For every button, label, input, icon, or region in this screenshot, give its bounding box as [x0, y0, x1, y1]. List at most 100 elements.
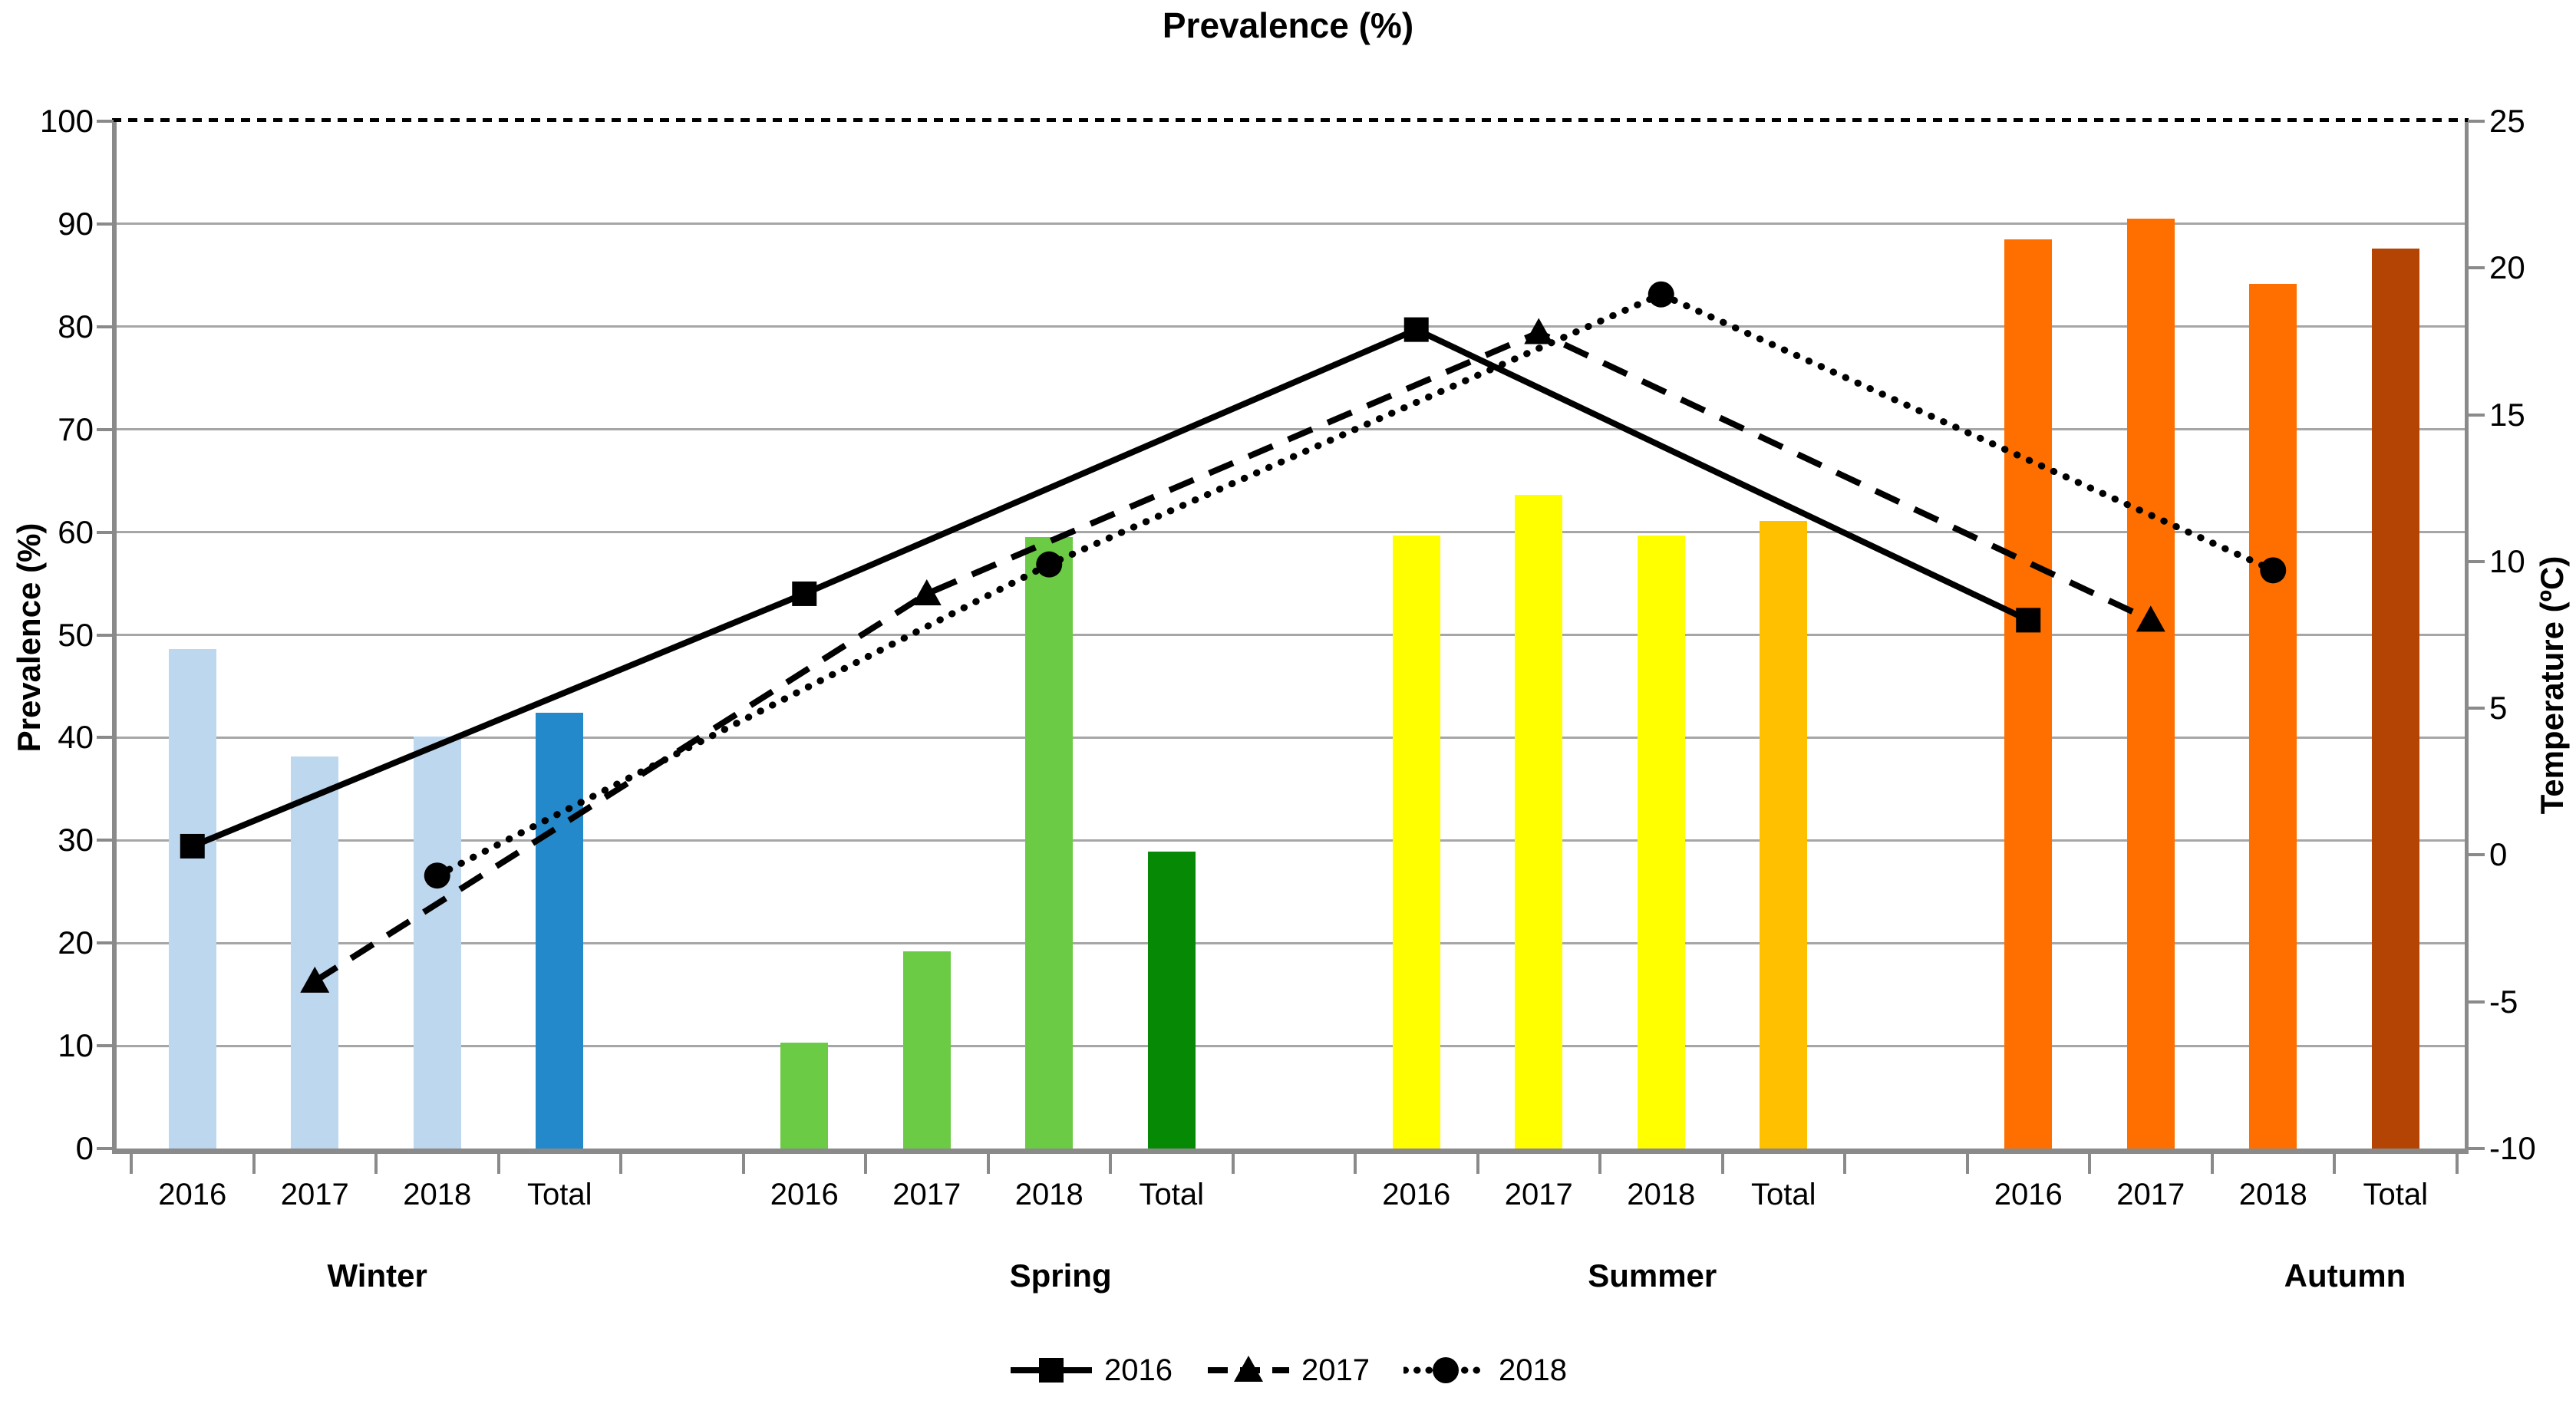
x-tick-label-2016: 2016 [1994, 1178, 2063, 1211]
x-tick-label-2016: 2016 [770, 1178, 839, 1211]
left-axis-tick [97, 1044, 114, 1048]
legend: 2016 2017 2018 [0, 1352, 2576, 1389]
bar-winter-2018 [413, 737, 461, 1149]
right-axis-title: Temperature (ºC) [2534, 555, 2570, 815]
x-tick-label-total: Total [2363, 1178, 2429, 1211]
x-tick-label-2018: 2018 [403, 1178, 472, 1211]
bar-winter-total [536, 713, 584, 1149]
legend-marker-2017 [1234, 1356, 1263, 1382]
bar-autumn-total [2371, 249, 2419, 1149]
x-axis-tick [2455, 1154, 2459, 1174]
season-label-summer: Summer [1588, 1257, 1717, 1294]
bar-spring-2017 [902, 951, 951, 1149]
legend-label-2018: 2018 [1498, 1353, 1567, 1387]
x-axis-tick [1354, 1154, 1357, 1174]
bar-autumn-2018 [2249, 283, 2297, 1149]
x-tick-label-2017: 2017 [280, 1178, 349, 1211]
x-tick-label-2017: 2017 [892, 1178, 961, 1211]
left-axis-tick-label: 40 [58, 719, 94, 756]
line-2018 [434, 290, 2277, 879]
marker-2016-winter [180, 833, 205, 859]
x-tick-label-2016: 2016 [1382, 1178, 1451, 1211]
legend-item-2017: 2017 [1206, 1352, 1370, 1389]
left-axis-tick-label: 80 [58, 308, 94, 344]
x-axis-tick [1231, 1154, 1235, 1174]
right-axis-tick [2468, 266, 2485, 270]
gridline [117, 736, 2465, 739]
x-axis-tick [1843, 1154, 1846, 1174]
marker-2017-winter [300, 966, 330, 993]
x-axis-tick [1965, 1154, 1969, 1174]
x-axis-tick [2333, 1154, 2336, 1174]
left-axis-tick-label: 20 [58, 924, 94, 961]
gridline [117, 428, 2465, 431]
right-axis-tick [2468, 120, 2485, 123]
legend-marker-2016 [1039, 1358, 1064, 1383]
left-axis-tick [97, 427, 114, 431]
bar-spring-total [1147, 852, 1196, 1149]
line-2017 [313, 329, 2152, 984]
left-axis-tick-label: 30 [58, 822, 94, 859]
marker-2016-summer [1403, 317, 1429, 342]
marker-2017-spring [912, 578, 942, 605]
x-axis-tick [864, 1154, 867, 1174]
bar-spring-2016 [780, 1043, 829, 1149]
gridline [117, 531, 2465, 534]
legend-key-square-icon [1011, 1358, 1093, 1383]
gridline [117, 839, 2465, 842]
x-axis-tick [986, 1154, 990, 1174]
x-axis-tick [1720, 1154, 1724, 1174]
right-axis-tick [2468, 707, 2485, 710]
left-axis-tick-label: 70 [58, 410, 94, 447]
legend-label-2016: 2016 [1104, 1353, 1173, 1387]
gridline [117, 325, 2465, 328]
bar-autumn-2016 [2004, 239, 2053, 1149]
right-axis-tick-label: -5 [2489, 983, 2518, 1020]
marker-2018-summer [1648, 281, 1674, 308]
right-axis-tick-label: 10 [2489, 542, 2525, 579]
plot-area: 0 10 20 30 40 50 60 70 80 90 100 25 20 15 10 5 0 -5 -10 201… [40, 103, 2536, 1294]
right-axis-tick-label: 25 [2489, 103, 2525, 139]
x-tick-label-total: Total [527, 1178, 592, 1211]
marker-2017-summer [1524, 318, 1554, 344]
right-axis-tick [2468, 1000, 2485, 1004]
right-axis-tick [2468, 413, 2485, 417]
left-axis-tick [97, 736, 114, 740]
bar-summer-total [1760, 520, 1808, 1149]
left-axis-tick [97, 941, 114, 945]
marker-2018-autumn [2260, 557, 2287, 584]
right-axis-tick [2468, 559, 2485, 563]
x-axis-tick [1109, 1154, 1112, 1174]
right-axis-tick-label: 15 [2489, 396, 2525, 433]
gridline [117, 634, 2465, 636]
chart-title: Prevalence (%) [1162, 5, 1414, 45]
right-axis-tick-label: -10 [2489, 1130, 2536, 1166]
bar-winter-2017 [291, 756, 339, 1149]
legend-item-2016: 2016 [1009, 1352, 1173, 1389]
left-axis-tick [97, 1147, 114, 1150]
line-2016 [191, 326, 2030, 849]
legend-item-2018: 2018 [1403, 1352, 1567, 1389]
x-tick-label-total: Total [1139, 1178, 1205, 1211]
gridline [117, 941, 2465, 944]
bar-spring-2018 [1025, 537, 1074, 1149]
line-series-overlay [180, 281, 2287, 993]
marker-2018-winter [424, 862, 450, 889]
x-tick-label-2017: 2017 [1504, 1178, 1573, 1211]
season-label-spring: Spring [1009, 1257, 1112, 1294]
x-axis-tick [374, 1154, 378, 1174]
legend-marker-2018 [1432, 1357, 1459, 1383]
bar-summer-2018 [1637, 535, 1685, 1149]
x-axis-tick [1598, 1154, 1601, 1174]
left-axis-tick [97, 325, 114, 328]
left-axis-tick-label: 10 [58, 1027, 94, 1064]
left-axis-tick-label: 0 [75, 1130, 94, 1166]
left-axis-tick [97, 633, 114, 637]
left-axis-tick-label: 100 [39, 103, 94, 139]
x-axis-tick [1476, 1154, 1479, 1174]
x-tick-label-2018: 2018 [1627, 1178, 1696, 1211]
marker-2016-autumn [2016, 608, 2041, 633]
bar-summer-2016 [1392, 535, 1440, 1149]
marker-2018-spring [1036, 551, 1063, 578]
